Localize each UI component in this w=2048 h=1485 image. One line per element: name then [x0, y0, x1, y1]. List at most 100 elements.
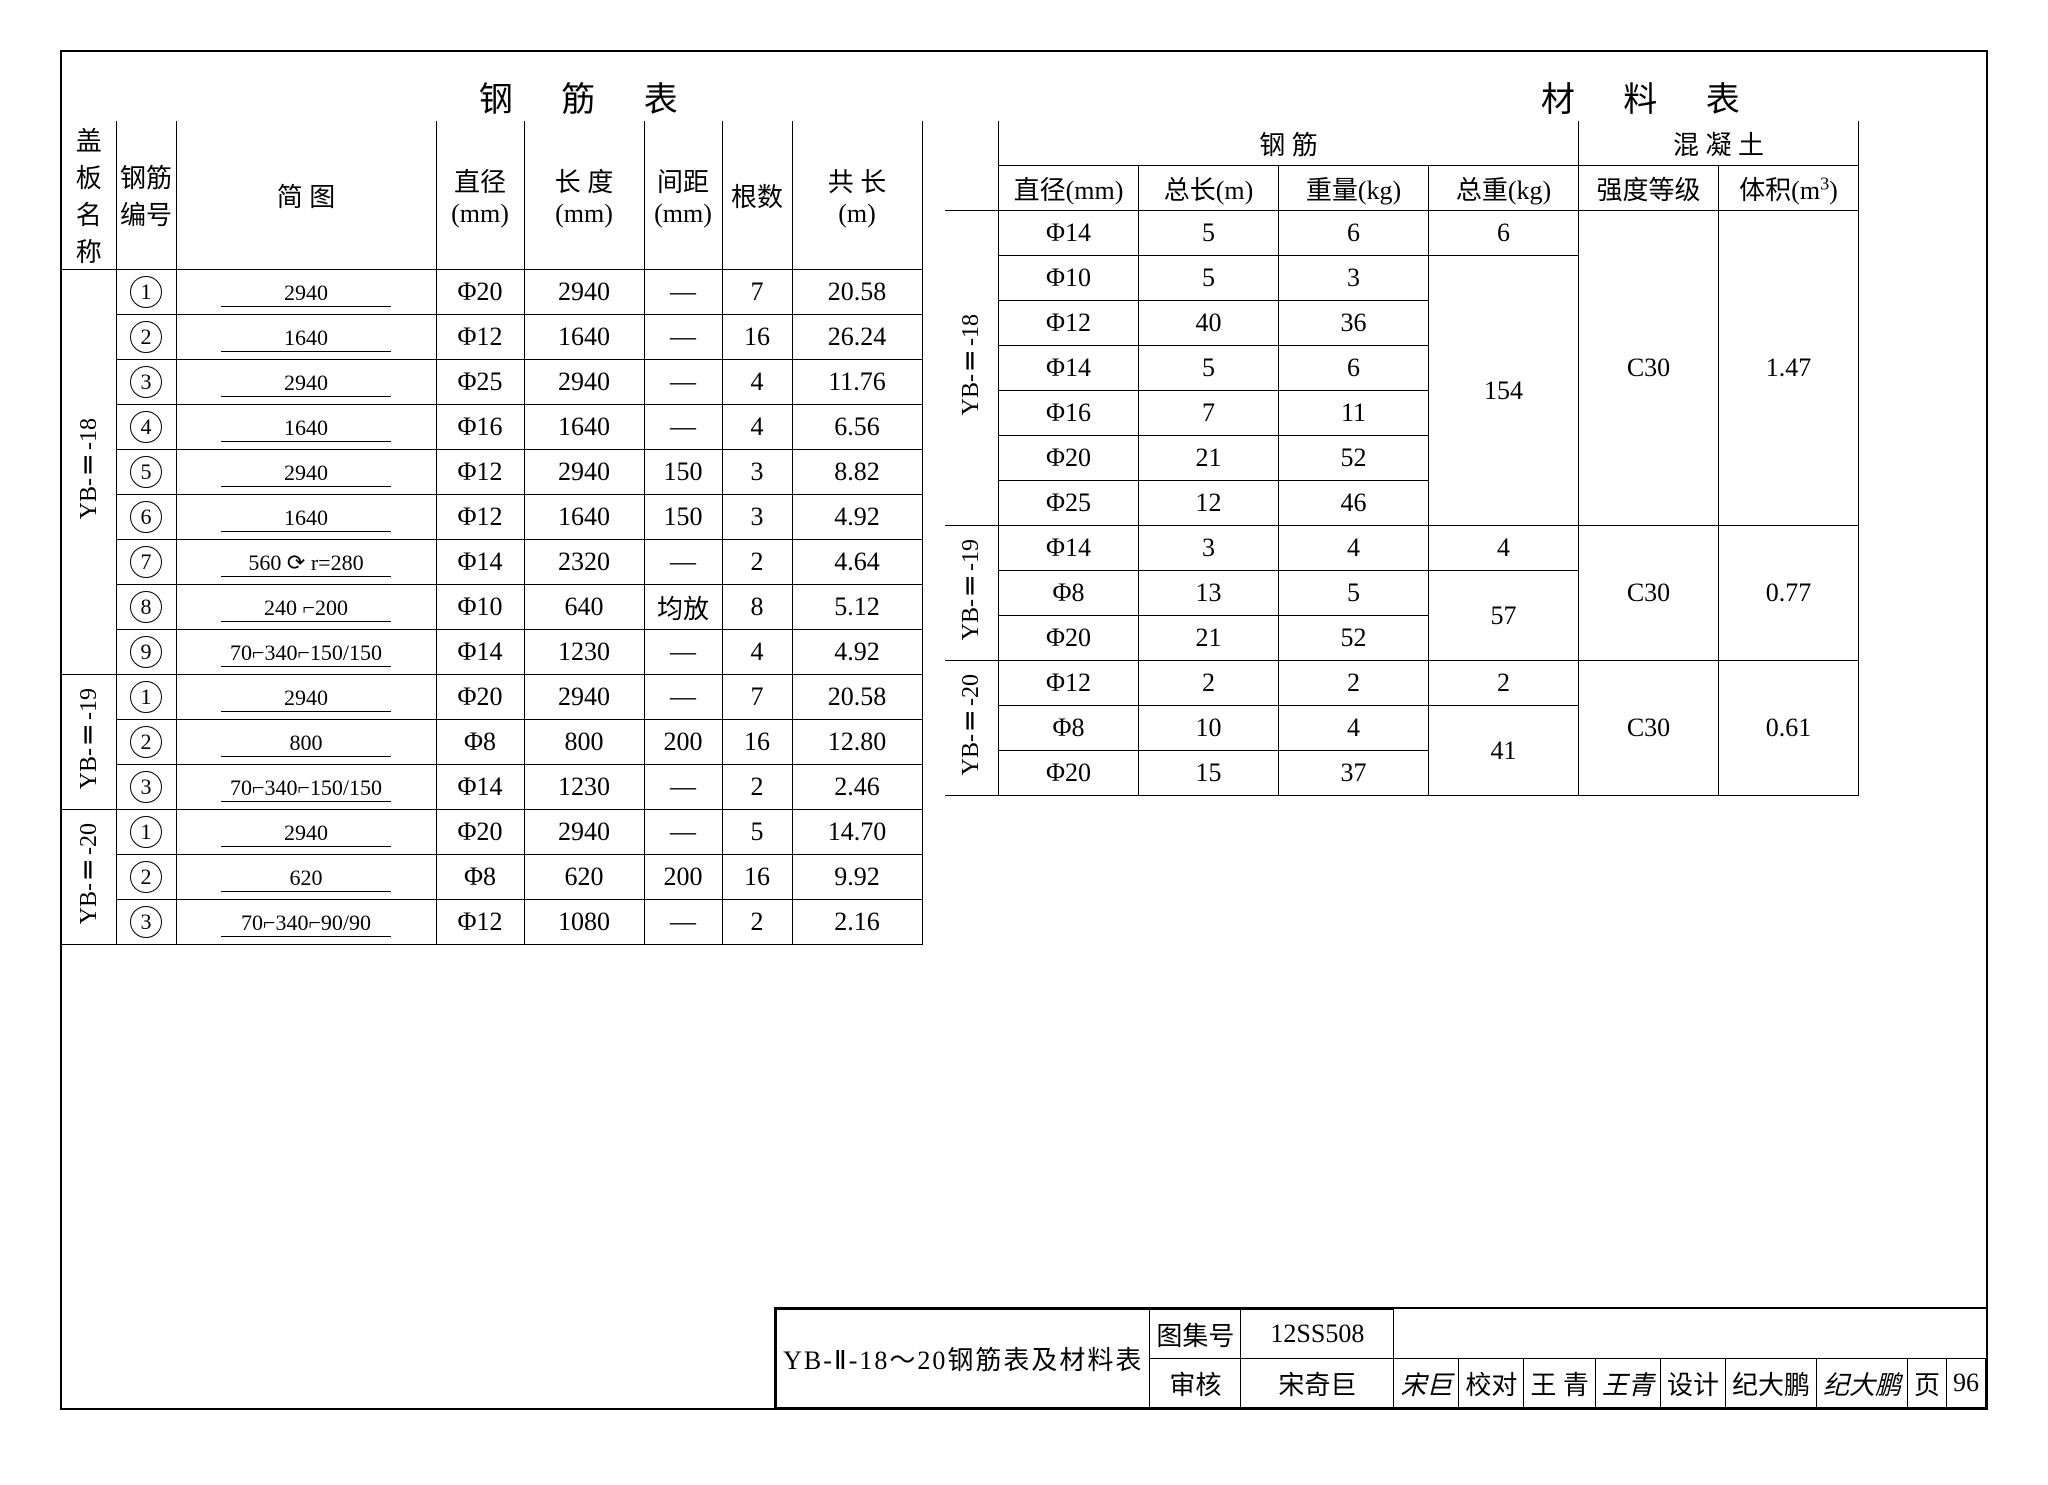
- design-sig: 纪大鹏: [1816, 1359, 1907, 1408]
- rebar-cell: 7: [722, 675, 792, 720]
- mat-tw: 41: [1429, 706, 1579, 796]
- mat-cell: 36: [1279, 301, 1429, 346]
- rebar-cell: 16: [722, 855, 792, 900]
- rebar-cell: 2: [722, 540, 792, 585]
- rebar-cell: Φ14: [436, 540, 524, 585]
- rebar-cell: —: [644, 540, 722, 585]
- mat-cell: 12: [1139, 481, 1279, 526]
- rebar-cell: —: [644, 360, 722, 405]
- th-mat-dia: 直径(mm): [999, 166, 1139, 211]
- rebar-cell: 5: [116, 450, 176, 495]
- rebar-cell: Φ20: [436, 810, 524, 855]
- mat-vol: 0.77: [1719, 526, 1859, 661]
- mat-cell: 6: [1279, 211, 1429, 256]
- rebar-cell: 200: [644, 855, 722, 900]
- mat-cell: 21: [1139, 436, 1279, 481]
- rebar-cell: 1640: [176, 405, 436, 450]
- mat-cell: 15: [1139, 751, 1279, 796]
- rebar-cell: 8.82: [792, 450, 922, 495]
- rebar-cell: 150: [644, 495, 722, 540]
- plate-label: YB-Ⅱ-18: [945, 211, 999, 526]
- rebar-cell: 7: [116, 540, 176, 585]
- mat-grade: C30: [1579, 661, 1719, 796]
- rebar-cell: 2940: [176, 675, 436, 720]
- mat-cell: 37: [1279, 751, 1429, 796]
- rebar-cell: Φ12: [436, 315, 524, 360]
- mat-tw: 154: [1429, 256, 1579, 526]
- set-label: 图集号: [1150, 1310, 1241, 1359]
- rebar-cell: 1640: [176, 315, 436, 360]
- rebar-cell: 2940: [524, 450, 644, 495]
- rebar-cell: Φ8: [436, 855, 524, 900]
- rebar-cell: Φ12: [436, 495, 524, 540]
- rebar-cell: 16: [722, 315, 792, 360]
- rebar-cell: 16: [722, 720, 792, 765]
- rebar-cell: Φ20: [436, 270, 524, 315]
- mat-cell: 2: [1139, 661, 1279, 706]
- rebar-cell: 4: [722, 630, 792, 675]
- th-plate-name: 盖板名称: [62, 121, 116, 270]
- plate-label: YB-Ⅱ-19: [945, 526, 999, 661]
- check-sig: 王青: [1595, 1359, 1660, 1408]
- set-number: 12SS508: [1241, 1310, 1394, 1359]
- mat-cell: Φ20: [999, 436, 1139, 481]
- mat-cell: 52: [1279, 436, 1429, 481]
- rebar-table: 盖板名称 钢筋编号 简 图 直径(mm) 长 度(mm) 间距(mm) 根数 共…: [62, 121, 923, 945]
- rebar-cell: 4.92: [792, 495, 922, 540]
- rebar-cell: Φ25: [436, 360, 524, 405]
- rebar-cell: 2940: [176, 360, 436, 405]
- rebar-cell: 70⌐340⌐90/90: [176, 900, 436, 945]
- rebar-cell: 150: [644, 450, 722, 495]
- rebar-cell: 26.24: [792, 315, 922, 360]
- rebar-cell: 20.58: [792, 270, 922, 315]
- rebar-cell: 7: [722, 270, 792, 315]
- rebar-cell: 240 ⌐200: [176, 585, 436, 630]
- th-qty: 根数: [722, 121, 792, 270]
- th-spacing: 间距(mm): [644, 121, 722, 270]
- rebar-cell: 2320: [524, 540, 644, 585]
- th-steel: 钢 筋: [999, 121, 1579, 166]
- rebar-cell: 4: [722, 405, 792, 450]
- rebar-cell: Φ14: [436, 765, 524, 810]
- mat-cell: 2: [1279, 661, 1429, 706]
- rebar-cell: Φ14: [436, 630, 524, 675]
- rebar-cell: 1230: [524, 630, 644, 675]
- reviewer: 宋奇巨: [1241, 1359, 1394, 1408]
- mat-cell: Φ12: [999, 301, 1139, 346]
- th-mat-wt: 重量(kg): [1279, 166, 1429, 211]
- mat-cell: 4: [1279, 706, 1429, 751]
- rebar-cell: 8: [722, 585, 792, 630]
- mat-cell: 5: [1139, 256, 1279, 301]
- rebar-cell: 2940: [176, 810, 436, 855]
- rebar-cell: 20.58: [792, 675, 922, 720]
- rebar-cell: 4.92: [792, 630, 922, 675]
- rebar-cell: 3: [116, 360, 176, 405]
- mat-cell: 10: [1139, 706, 1279, 751]
- rebar-cell: 1: [116, 810, 176, 855]
- rebar-cell: 6.56: [792, 405, 922, 450]
- rebar-cell: 均放: [644, 585, 722, 630]
- rebar-cell: 4: [116, 405, 176, 450]
- rebar-cell: 1: [116, 270, 176, 315]
- rebar-cell: 1640: [524, 495, 644, 540]
- rebar-cell: 11.76: [792, 360, 922, 405]
- drawing-title: YB-Ⅱ-18～20钢筋表及材料表: [777, 1310, 1150, 1408]
- rebar-cell: —: [644, 810, 722, 855]
- rebar-cell: 2940: [176, 450, 436, 495]
- rebar-cell: —: [644, 315, 722, 360]
- mat-cell: Φ16: [999, 391, 1139, 436]
- mat-cell: 52: [1279, 616, 1429, 661]
- th-bar-num: 钢筋编号: [116, 121, 176, 270]
- rebar-cell: 1080: [524, 900, 644, 945]
- mat-vol: 1.47: [1719, 211, 1859, 526]
- rebar-cell: 2: [722, 765, 792, 810]
- rebar-cell: 2: [722, 900, 792, 945]
- rebar-cell: 1: [116, 675, 176, 720]
- mat-tw: 4: [1429, 526, 1579, 571]
- rebar-cell: Φ10: [436, 585, 524, 630]
- mat-cell: Φ14: [999, 526, 1139, 571]
- rebar-cell: 6: [116, 495, 176, 540]
- rebar-cell: 1640: [524, 315, 644, 360]
- th-dia: 直径(mm): [436, 121, 524, 270]
- mat-cell: Φ10: [999, 256, 1139, 301]
